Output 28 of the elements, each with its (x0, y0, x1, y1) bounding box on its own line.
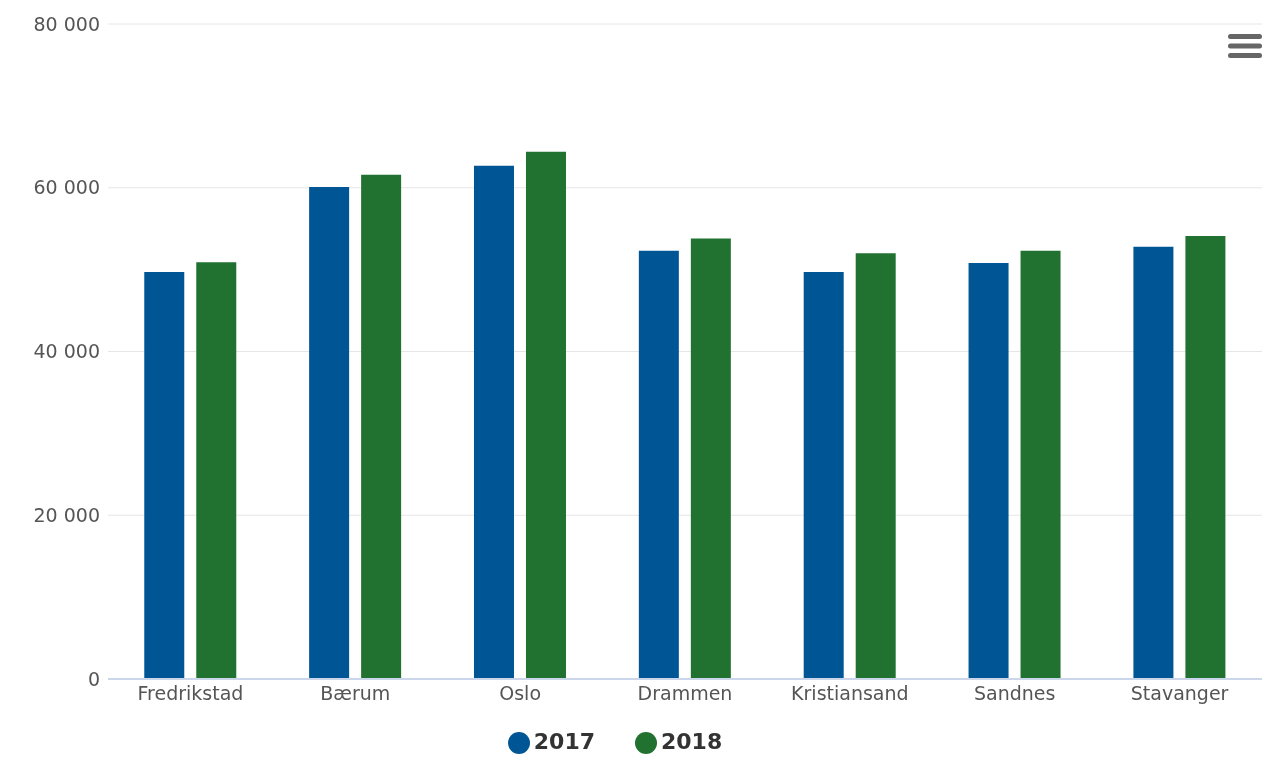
bar (1133, 246, 1174, 679)
x-tick-label: Drammen (637, 682, 733, 705)
legend-label: 2017 (533, 729, 595, 754)
bar (525, 151, 566, 679)
legend-label: 2018 (661, 729, 723, 754)
bar (196, 262, 237, 679)
x-tick-label: Stavanger (1130, 682, 1229, 705)
bar (638, 250, 679, 679)
x-tick-label: Sandnes (974, 682, 1056, 705)
y-tick-label: 0 (87, 667, 100, 690)
bar (855, 253, 896, 679)
bar (803, 272, 844, 679)
bar (1185, 236, 1226, 679)
bar (473, 165, 514, 679)
bar (361, 174, 402, 679)
bar (968, 263, 1009, 679)
bar (144, 272, 185, 679)
x-tick-label: Bærum (320, 682, 391, 705)
y-tick-label: 20 000 (33, 503, 100, 526)
y-tick-label: 60 000 (33, 176, 100, 199)
y-tick-label: 40 000 (33, 340, 100, 363)
y-tick-label: 80 000 (33, 12, 100, 35)
x-tick-label: Fredrikstad (137, 682, 244, 705)
bar (1020, 250, 1061, 679)
x-tick-label: Oslo (499, 682, 542, 705)
x-tick-label: Kristiansand (791, 682, 909, 705)
bar (690, 238, 731, 679)
bar (309, 186, 350, 679)
